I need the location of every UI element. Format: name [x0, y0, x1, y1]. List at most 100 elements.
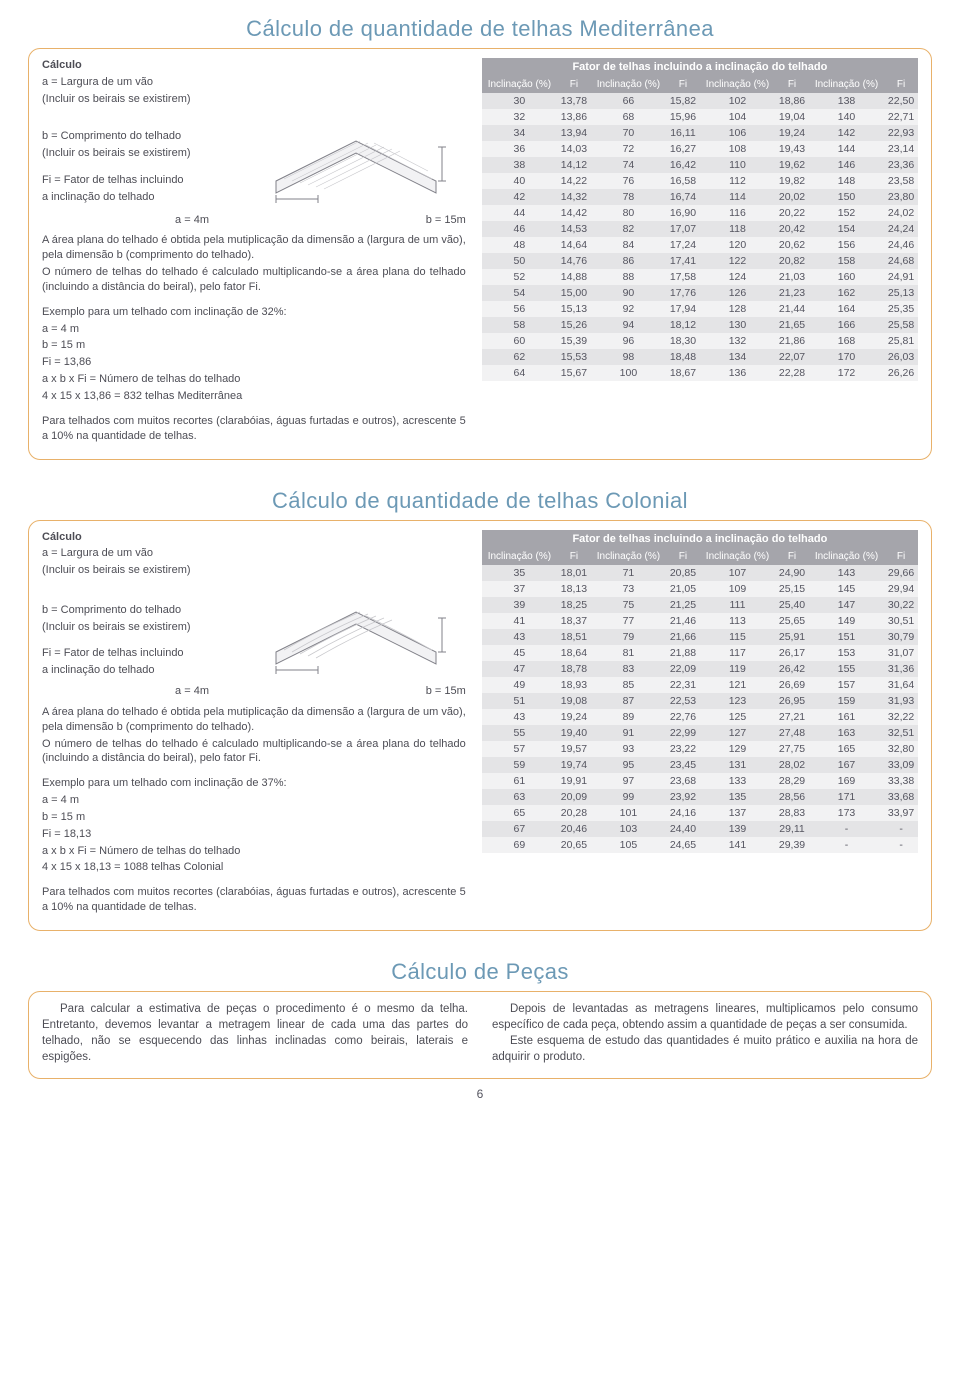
table-row: 3918,257521,2511125,4014730,22	[482, 597, 918, 613]
table-cell: 16,42	[666, 157, 700, 173]
table-cell: 28,83	[775, 805, 809, 821]
table-cell: 22,76	[666, 709, 700, 725]
section-title-pecas: Cálculo de Peças	[28, 959, 932, 985]
table-row: 6015,399618,3013221,8616825,81	[482, 333, 918, 349]
table-cell: 30,79	[884, 629, 918, 645]
table-cell: 102	[700, 93, 775, 109]
table-cell: 19,91	[557, 773, 591, 789]
table-cell: 124	[700, 269, 775, 285]
table-cell: 15,53	[557, 349, 591, 365]
fi-sub: a inclinação do telhado	[42, 663, 240, 678]
table-cell: 22,71	[884, 109, 918, 125]
table-cell: 29,39	[775, 837, 809, 853]
table-cell: 155	[809, 661, 884, 677]
table-cell: 48	[482, 237, 557, 253]
fi-def: Fi = Fator de telhas incluindo	[42, 173, 184, 188]
table-row: 4318,517921,6611525,9115130,79	[482, 629, 918, 645]
table-cell: 52	[482, 269, 557, 285]
table-cell: 23,14	[884, 141, 918, 157]
table-cell: 33,97	[884, 805, 918, 821]
table-cell: 18,48	[666, 349, 700, 365]
table-cell: 158	[809, 253, 884, 269]
table-cell: 18,67	[666, 365, 700, 381]
table-header: Inclinação (%)	[809, 548, 884, 565]
table-cell: 26,95	[775, 693, 809, 709]
table-cell: 20,82	[775, 253, 809, 269]
table-cell: 16,58	[666, 173, 700, 189]
table-cell: 25,13	[884, 285, 918, 301]
table-cell: -	[809, 837, 884, 853]
table-cell: 19,08	[557, 693, 591, 709]
table-cell: 17,58	[666, 269, 700, 285]
table-cell: 72	[591, 141, 666, 157]
example-result: 4 x 15 x 18,13 = 1088 telhas Colonial	[42, 860, 466, 875]
a-dim: a = 4m	[175, 684, 209, 699]
table-cell: 16,74	[666, 189, 700, 205]
table-row: 3518,017120,8510724,9014329,66	[482, 565, 918, 581]
table-cell: 110	[700, 157, 775, 173]
table-cell: 161	[809, 709, 884, 725]
pecas-p2: Depois de levantadas as metragens linear…	[492, 1001, 918, 1033]
table-cell: 122	[700, 253, 775, 269]
a-def: a = Largura de um vão	[42, 75, 466, 90]
table-cell: 21,03	[775, 269, 809, 285]
table-cell: 20,42	[775, 221, 809, 237]
table-row: 5919,749523,4513128,0216733,09	[482, 757, 918, 773]
table-cell: 118	[700, 221, 775, 237]
table-cell: 22,07	[775, 349, 809, 365]
table-row: 4319,248922,7612527,2116132,22	[482, 709, 918, 725]
table-cell: 85	[591, 677, 666, 693]
example-fi: Fi = 18,13	[42, 827, 466, 842]
table-cell: 21,66	[666, 629, 700, 645]
table-cell: 90	[591, 285, 666, 301]
table-cell: 96	[591, 333, 666, 349]
table-cell: 152	[809, 205, 884, 221]
table-header: Fi	[666, 76, 700, 93]
table-cell: 63	[482, 789, 557, 805]
table-cell: 17,24	[666, 237, 700, 253]
table-cell: 73	[591, 581, 666, 597]
table-cell: 121	[700, 677, 775, 693]
table-header: Fi	[884, 548, 918, 565]
table-cell: 25,81	[884, 333, 918, 349]
table-cell: 127	[700, 725, 775, 741]
table-cell: 28,29	[775, 773, 809, 789]
frame-colonial: Cálculo a = Largura de um vão (Incluir o…	[28, 520, 932, 932]
pecas-p1: Para calcular a estimativa de peças o pr…	[42, 1001, 468, 1065]
table-cell: 55	[482, 725, 557, 741]
table-cell: 19,74	[557, 757, 591, 773]
table-cell: 129	[700, 741, 775, 757]
table-cell: 32,51	[884, 725, 918, 741]
table-row: 5719,579323,2212927,7516532,80	[482, 741, 918, 757]
num-paragraph: O número de telhas do telhado é calculad…	[42, 265, 466, 295]
table-cell: 25,15	[775, 581, 809, 597]
table-cell: 41	[482, 613, 557, 629]
table-cell: 170	[809, 349, 884, 365]
table-cell: 14,76	[557, 253, 591, 269]
note: Para telhados com muitos recortes (clara…	[42, 885, 466, 915]
table-cell: 91	[591, 725, 666, 741]
table-cell: 18,78	[557, 661, 591, 677]
table-cell: 22,50	[884, 93, 918, 109]
table-cell: 126	[700, 285, 775, 301]
table-cell: 18,51	[557, 629, 591, 645]
table-cell: 43	[482, 709, 557, 725]
table-cell: 99	[591, 789, 666, 805]
table-cell: 74	[591, 157, 666, 173]
example-head: Exemplo para um telhado com inclinação d…	[42, 305, 466, 320]
table-cell: 29,66	[884, 565, 918, 581]
table-cell: 149	[809, 613, 884, 629]
table-cell: 31,93	[884, 693, 918, 709]
table-row: 6520,2810124,1613728,8317333,97	[482, 805, 918, 821]
table-cell: 25,65	[775, 613, 809, 629]
table-cell: 81	[591, 645, 666, 661]
note: Para telhados com muitos recortes (clara…	[42, 414, 466, 444]
table-cell: 17,76	[666, 285, 700, 301]
table-cell: 109	[700, 581, 775, 597]
table-cell: 119	[700, 661, 775, 677]
table-header: Inclinação (%)	[809, 76, 884, 93]
table-cell: -	[884, 821, 918, 837]
table-cell: 21,86	[775, 333, 809, 349]
b-sub: (Incluir os beirais se existirem)	[42, 146, 240, 161]
table-cell: 19,24	[557, 709, 591, 725]
